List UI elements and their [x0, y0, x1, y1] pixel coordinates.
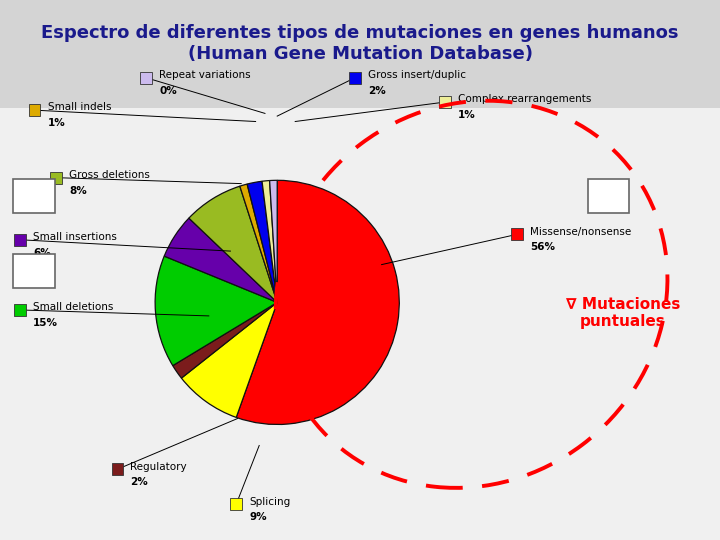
Text: Repeat variations: Repeat variations — [159, 70, 251, 80]
Text: ∇ Mutaciones
puntuales: ∇ Mutaciones puntuales — [566, 297, 680, 329]
Text: 3º: 3º — [27, 189, 41, 202]
Text: Espectro de diferentes tipos de mutaciones en genes humanos
(Human Gene Mutation: Espectro de diferentes tipos de mutacion… — [41, 24, 679, 63]
Text: 0%: 0% — [159, 86, 177, 96]
Wedge shape — [181, 302, 277, 417]
Wedge shape — [173, 302, 277, 378]
Text: Splicing: Splicing — [249, 497, 290, 507]
Text: 9%: 9% — [249, 512, 266, 522]
Text: 1%: 1% — [458, 110, 476, 120]
Text: 6%: 6% — [33, 248, 51, 258]
Text: Missense/nonsense: Missense/nonsense — [530, 227, 631, 237]
Wedge shape — [164, 218, 277, 302]
Text: Regulatory: Regulatory — [130, 462, 187, 471]
Text: Gross insert/duplic: Gross insert/duplic — [368, 70, 466, 80]
Wedge shape — [247, 181, 277, 302]
Text: Small deletions: Small deletions — [33, 302, 114, 312]
Text: Complex rearrangements: Complex rearrangements — [458, 94, 591, 104]
Wedge shape — [189, 186, 277, 302]
Text: Small insertions: Small insertions — [33, 232, 117, 242]
Wedge shape — [155, 256, 277, 366]
Text: Small indels: Small indels — [48, 103, 111, 112]
Text: 1%: 1% — [48, 118, 66, 128]
Wedge shape — [269, 180, 277, 302]
Text: 56%: 56% — [530, 242, 555, 252]
Text: 2º: 2º — [27, 265, 41, 278]
Wedge shape — [236, 180, 400, 424]
Text: 8%: 8% — [69, 186, 87, 195]
Text: 15%: 15% — [33, 318, 58, 328]
Text: 2%: 2% — [130, 477, 148, 487]
Text: 2%: 2% — [368, 86, 386, 96]
Bar — [0, 108, 720, 540]
Bar — [0, 0, 720, 108]
Wedge shape — [262, 180, 277, 302]
Wedge shape — [240, 184, 277, 302]
Text: Gross deletions: Gross deletions — [69, 170, 150, 180]
Text: 1º: 1º — [601, 189, 616, 202]
